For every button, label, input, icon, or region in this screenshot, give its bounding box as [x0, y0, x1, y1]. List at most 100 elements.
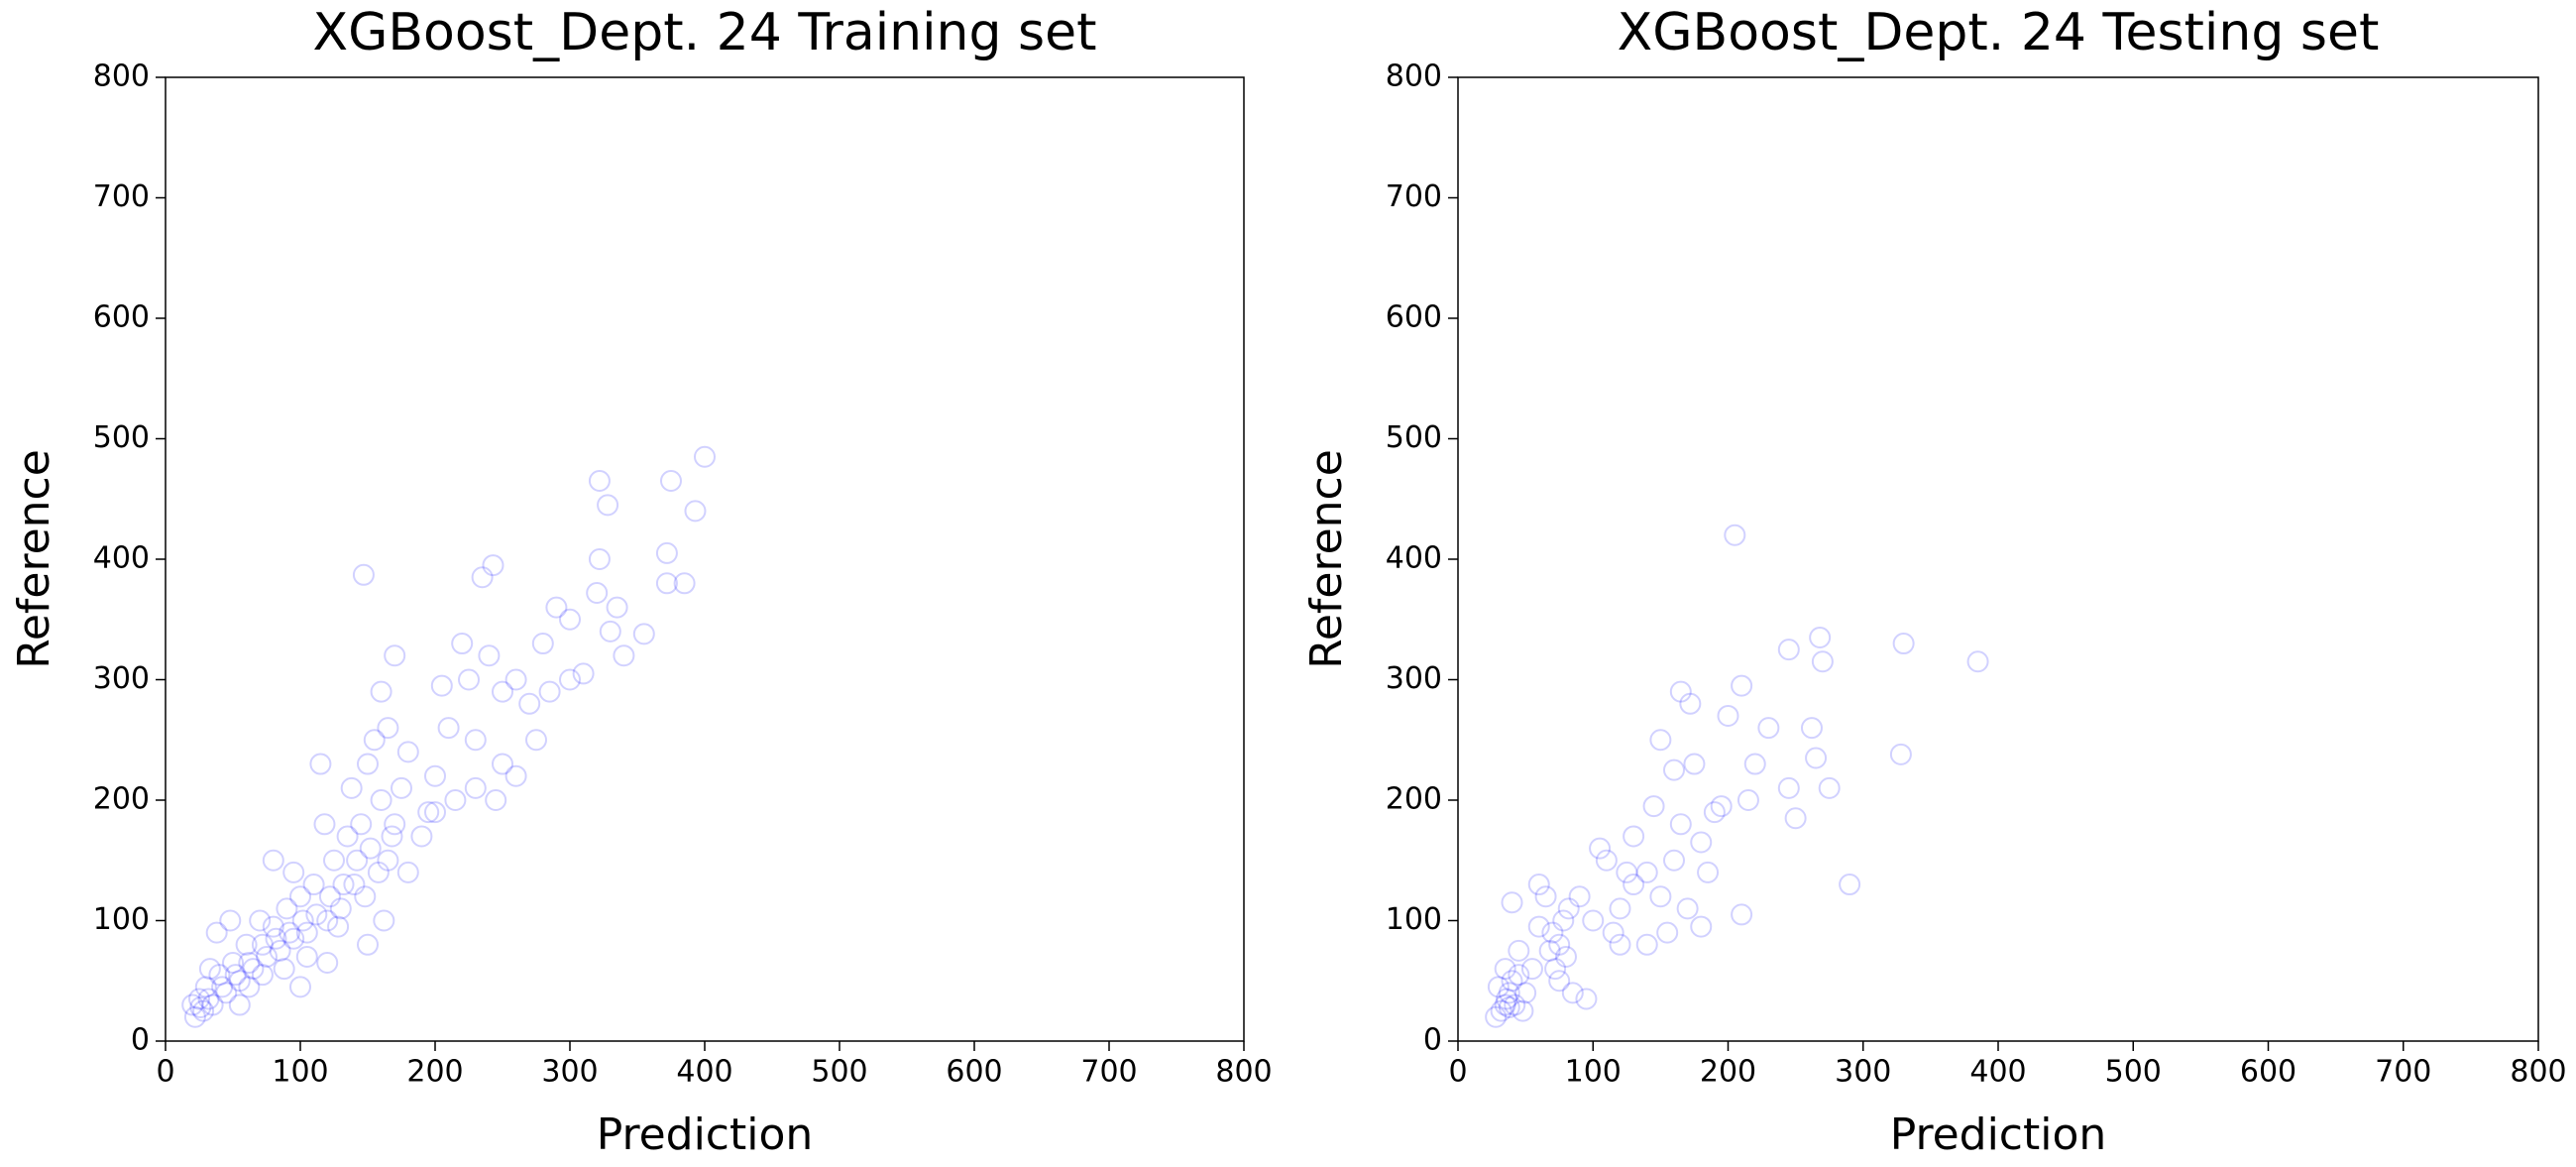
point — [1487, 976, 1510, 998]
point — [1635, 933, 1658, 956]
x-tick-label: 500 — [811, 1055, 867, 1090]
point — [188, 988, 210, 1010]
point — [464, 729, 487, 752]
point — [1656, 921, 1679, 944]
point — [1555, 945, 1577, 968]
point — [1494, 993, 1516, 1016]
point — [1534, 885, 1557, 908]
point — [1609, 897, 1631, 920]
point — [305, 903, 328, 926]
x-tick-label: 400 — [676, 1055, 732, 1090]
x-axis-label: Prediction — [597, 1109, 814, 1160]
point — [295, 921, 318, 944]
points — [1485, 524, 1989, 1028]
point — [224, 964, 247, 987]
y-axis-label: Reference — [1301, 449, 1352, 669]
point — [1561, 982, 1584, 1004]
point — [613, 644, 635, 667]
subplot: XGBoost_Dept. 24 Training set Prediction R… — [9, 3, 1273, 1160]
x-axis-label: Prediction — [1890, 1109, 2107, 1160]
point — [478, 644, 501, 667]
point — [451, 633, 474, 655]
point — [518, 692, 541, 715]
x-tick-label: 100 — [1565, 1055, 1622, 1090]
point — [1743, 753, 1766, 775]
y-tick-label: 100 — [93, 902, 150, 937]
y-tick-label: 100 — [1386, 902, 1442, 937]
point — [471, 566, 494, 589]
point — [417, 801, 440, 824]
point — [352, 563, 375, 586]
point — [1736, 789, 1759, 811]
point — [262, 849, 284, 872]
point — [1501, 970, 1523, 992]
point — [222, 952, 244, 975]
point — [1663, 759, 1685, 781]
point — [198, 958, 221, 981]
point — [1703, 801, 1726, 824]
point — [238, 976, 261, 998]
y-tick-label: 800 — [1386, 59, 1442, 94]
point — [437, 717, 460, 740]
point — [1508, 964, 1530, 987]
point — [1757, 717, 1780, 740]
point — [279, 921, 301, 944]
point — [588, 470, 611, 493]
point — [1623, 825, 1645, 848]
point — [1642, 795, 1665, 818]
point — [1557, 897, 1580, 920]
point — [327, 915, 350, 938]
point — [1669, 813, 1692, 836]
point — [1582, 909, 1605, 932]
point — [373, 909, 395, 932]
point — [1623, 874, 1645, 896]
point — [323, 849, 345, 872]
point — [599, 620, 621, 642]
point — [1663, 849, 1685, 872]
point — [1805, 747, 1828, 769]
x-tick-label: 800 — [2510, 1055, 2566, 1090]
plot-frame — [165, 76, 1245, 1042]
point — [673, 572, 696, 595]
point — [684, 500, 707, 523]
point — [1889, 743, 1912, 765]
x-tick-label: 500 — [2105, 1055, 2162, 1090]
point — [424, 764, 446, 787]
point — [235, 933, 258, 956]
x-tick-label: 600 — [946, 1055, 1002, 1090]
point — [1683, 753, 1706, 775]
point — [228, 970, 251, 992]
point — [370, 789, 392, 811]
point — [194, 976, 217, 998]
y-tick-label: 500 — [1386, 420, 1442, 455]
point — [332, 874, 355, 896]
point — [377, 717, 399, 740]
point — [1485, 1005, 1508, 1028]
y-tick-label: 700 — [93, 179, 150, 214]
point — [1609, 933, 1631, 956]
y-tick-label: 300 — [93, 661, 150, 696]
point — [1731, 674, 1753, 697]
point — [1508, 939, 1530, 962]
x-tick-label: 600 — [2240, 1055, 2296, 1090]
point — [597, 494, 619, 517]
point — [316, 952, 339, 975]
point — [273, 958, 295, 981]
point — [1777, 639, 1800, 661]
point — [632, 623, 655, 645]
point — [424, 801, 446, 824]
point — [1552, 909, 1575, 932]
point — [219, 909, 242, 932]
point — [1494, 958, 1516, 981]
point — [357, 933, 379, 956]
point — [282, 927, 305, 950]
point — [1731, 903, 1753, 926]
y-tick-label: 600 — [1386, 300, 1442, 335]
point — [343, 874, 366, 896]
point — [485, 789, 507, 811]
y-tick-label: 200 — [1386, 782, 1442, 817]
point — [1498, 995, 1520, 1018]
x-tick-label: 300 — [1835, 1055, 1891, 1090]
point — [1717, 704, 1739, 727]
